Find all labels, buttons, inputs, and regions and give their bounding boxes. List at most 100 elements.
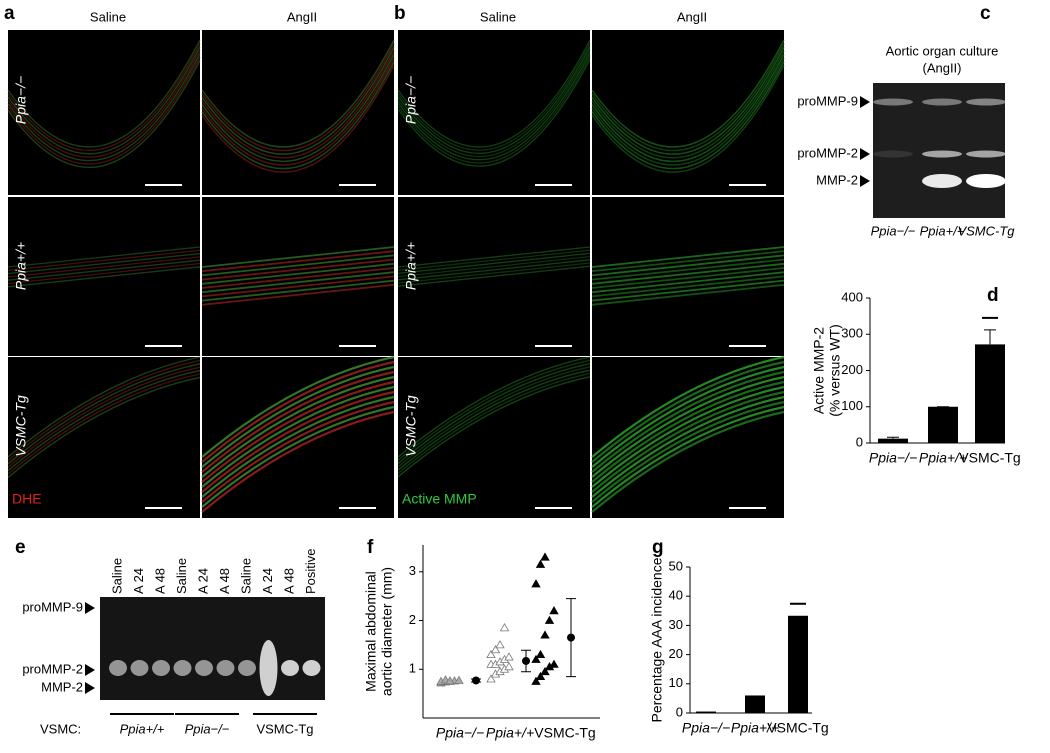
bar xyxy=(975,344,1005,443)
panel-label: d xyxy=(987,285,999,306)
point xyxy=(495,640,505,649)
micrograph xyxy=(8,197,200,356)
tissue xyxy=(591,405,785,508)
tissue xyxy=(201,390,395,493)
panel-label: e xyxy=(15,537,26,558)
x-tick-label: Ppia+/+ xyxy=(486,725,534,741)
gel-band xyxy=(216,660,235,676)
tissue xyxy=(397,356,591,458)
point xyxy=(486,674,496,683)
mean-point xyxy=(567,633,575,642)
row-label: VSMC-Tg xyxy=(13,395,29,457)
tissue xyxy=(591,250,785,273)
tissue xyxy=(7,56,201,165)
tissue xyxy=(201,400,395,503)
y-tick-label: 50 xyxy=(669,558,683,573)
panel-label: g xyxy=(652,537,664,558)
y-tick-label: 10 xyxy=(669,675,683,690)
point xyxy=(535,559,546,568)
micrograph xyxy=(398,357,590,518)
stain-label: DHE xyxy=(12,491,42,507)
x-tick-label: Ppia+/+ xyxy=(919,450,967,466)
tissue xyxy=(201,57,395,166)
error-bar xyxy=(984,329,996,345)
tissue xyxy=(7,266,201,288)
tissue xyxy=(7,39,201,148)
row-label: Ppia+/+ xyxy=(403,242,419,290)
y-axis-label: (% versus WT) xyxy=(827,324,843,417)
band-label: MMP-2 xyxy=(816,172,858,187)
tissue xyxy=(201,370,395,473)
gel-band xyxy=(281,660,299,676)
tissue xyxy=(397,52,591,161)
tissue xyxy=(201,64,395,173)
tissue xyxy=(397,376,591,478)
panel-label: b xyxy=(394,3,406,24)
gel-band xyxy=(873,98,913,106)
band-label: proMMP-9 xyxy=(22,599,83,614)
tissue xyxy=(591,380,785,483)
tissue xyxy=(201,275,395,298)
gel-band xyxy=(109,660,127,676)
tissue xyxy=(397,359,591,461)
x-tick-label: Ppia−/− xyxy=(869,450,917,466)
band-label: MMP-2 xyxy=(41,679,83,694)
band-arrow xyxy=(860,148,870,160)
column-label: Saline xyxy=(90,9,126,24)
y-tick-label: 3 xyxy=(409,563,416,578)
lane-label: A 24 xyxy=(260,568,275,594)
tissue xyxy=(397,39,591,148)
band-arrow xyxy=(860,96,870,108)
gel-title: (AngII) xyxy=(922,60,961,75)
row-label: VSMC-Tg xyxy=(403,395,419,457)
micrograph xyxy=(592,30,784,195)
gel-band xyxy=(966,174,1006,188)
tissue xyxy=(591,61,785,170)
tissue xyxy=(201,46,395,155)
tissue xyxy=(7,366,201,468)
tissue xyxy=(397,249,591,271)
tissue xyxy=(201,61,395,170)
tissue xyxy=(7,60,201,168)
tissue xyxy=(201,39,395,148)
micrograph xyxy=(8,30,200,195)
point xyxy=(486,649,496,659)
micrograph xyxy=(202,30,394,195)
tissue xyxy=(591,54,785,162)
tissue xyxy=(201,54,395,162)
lane-label: Ppia−/− xyxy=(871,223,916,238)
micrograph xyxy=(398,197,590,356)
tissue xyxy=(7,376,201,478)
gel-band xyxy=(238,660,256,676)
tissue xyxy=(7,363,201,465)
point xyxy=(531,676,541,685)
x-tick-label: Ppia+/+ xyxy=(731,720,779,736)
tissue xyxy=(397,362,591,465)
band-arrow xyxy=(85,602,95,614)
point xyxy=(535,671,546,680)
tissue xyxy=(7,356,201,458)
tissue xyxy=(7,249,201,271)
y-tick-label: 400 xyxy=(841,289,863,304)
row-label: Ppia−/− xyxy=(403,76,419,124)
tissue xyxy=(591,64,785,173)
tissue xyxy=(591,375,785,478)
point xyxy=(504,652,514,661)
tissue xyxy=(201,365,395,468)
tissue xyxy=(7,359,201,461)
tissue xyxy=(201,405,395,508)
point xyxy=(549,659,559,668)
tissue xyxy=(397,246,591,268)
panel-label: a xyxy=(4,3,15,24)
point xyxy=(544,615,555,624)
tissue xyxy=(201,43,395,152)
bar xyxy=(696,711,716,713)
tissue xyxy=(7,53,201,162)
tissue xyxy=(201,250,395,273)
lane-label: Ppia+/+ xyxy=(920,223,965,238)
tissue xyxy=(201,375,395,478)
tissue xyxy=(397,58,591,167)
tissue xyxy=(397,372,591,475)
gel-band xyxy=(302,660,321,676)
